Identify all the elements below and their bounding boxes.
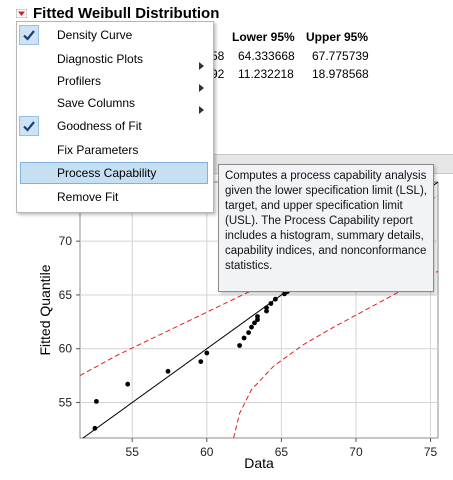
y-tick-label: 65 bbox=[59, 288, 73, 302]
data-point bbox=[273, 296, 278, 302]
menu-item-label: Fix Parameters bbox=[57, 143, 139, 157]
data-point bbox=[241, 335, 247, 341]
submenu-arrow-icon bbox=[199, 99, 204, 121]
menu-item-label: Goodness of Fit bbox=[57, 119, 142, 133]
table-cell: 58 bbox=[211, 49, 225, 63]
data-point bbox=[125, 381, 131, 387]
menu-item-diagnostic-plots[interactable]: Diagnostic Plots bbox=[17, 48, 213, 70]
checkmark-icon bbox=[19, 25, 39, 45]
menu-item-profilers[interactable]: Profilers bbox=[17, 70, 213, 92]
menu-item-label: Profilers bbox=[57, 74, 102, 88]
x-tick-label: 60 bbox=[200, 445, 214, 459]
column-header: Lower 95% bbox=[232, 30, 295, 44]
menu-item-label: Remove Fit bbox=[57, 190, 119, 204]
upper-confidence-curve bbox=[80, 195, 438, 377]
data-point bbox=[92, 425, 98, 431]
process-capability-tooltip: Computes a process capability analysis g… bbox=[218, 164, 434, 292]
menu-item-label: Diagnostic Plots bbox=[57, 52, 144, 66]
data-point bbox=[264, 305, 269, 311]
y-axis-label: Fitted Quantile bbox=[37, 264, 53, 355]
x-tick-label: 65 bbox=[275, 445, 289, 459]
menu-item-label: Process Capability bbox=[57, 166, 157, 180]
submenu-arrow-icon bbox=[199, 77, 204, 99]
checkmark-icon bbox=[19, 116, 39, 136]
menu-item-highlight bbox=[20, 162, 208, 184]
data-point bbox=[252, 320, 257, 326]
table-cell: 11.232218 bbox=[238, 67, 294, 81]
submenu-arrow-icon bbox=[199, 55, 204, 77]
data-point bbox=[249, 324, 254, 330]
data-point bbox=[94, 399, 99, 404]
y-tick-label: 55 bbox=[59, 396, 73, 410]
menu-item-label: Density Curve bbox=[57, 28, 133, 42]
lower-confidence-curve bbox=[233, 270, 438, 438]
data-point bbox=[165, 368, 171, 374]
report-title: Fitted Weibull Distribution bbox=[33, 5, 220, 22]
disclosure-triangle-icon[interactable] bbox=[16, 9, 27, 18]
x-tick-label: 55 bbox=[126, 445, 140, 459]
menu-item-density-curve[interactable]: Density Curve bbox=[17, 24, 213, 46]
data-point bbox=[255, 314, 260, 319]
data-point bbox=[237, 343, 243, 348]
data-point bbox=[264, 308, 269, 314]
menu-item-process-capability[interactable]: Process Capability bbox=[17, 162, 213, 184]
table-cell: 64.333668 bbox=[238, 49, 295, 63]
x-axis-label: Data bbox=[244, 455, 274, 471]
data-point bbox=[204, 350, 210, 356]
data-point bbox=[268, 301, 274, 306]
table-cell: 67.775739 bbox=[312, 49, 369, 63]
menu-item-label: Save Columns bbox=[57, 96, 136, 110]
menu-item-remove-fit[interactable]: Remove Fit bbox=[17, 186, 213, 208]
menu-item-fix-parameters[interactable]: Fix Parameters bbox=[17, 139, 213, 161]
y-tick-label: 70 bbox=[59, 234, 73, 248]
menu-item-save-columns[interactable]: Save Columns bbox=[17, 92, 213, 114]
table-cell: 18.978568 bbox=[312, 67, 369, 81]
data-point bbox=[246, 330, 252, 335]
report-title-bar: Fitted Weibull Distribution bbox=[0, 0, 453, 28]
data-point bbox=[198, 359, 204, 364]
menu-item-goodness-of-fit[interactable]: Goodness of Fit bbox=[17, 115, 213, 137]
x-tick-label: 70 bbox=[349, 445, 363, 459]
y-tick-label: 60 bbox=[59, 342, 73, 356]
column-header: Upper 95% bbox=[306, 30, 369, 44]
x-tick-label: 75 bbox=[424, 445, 438, 459]
fit-options-menu: Density Curve Diagnostic Plots Profilers Sa… bbox=[16, 21, 214, 213]
table-cell: 92 bbox=[211, 67, 225, 81]
